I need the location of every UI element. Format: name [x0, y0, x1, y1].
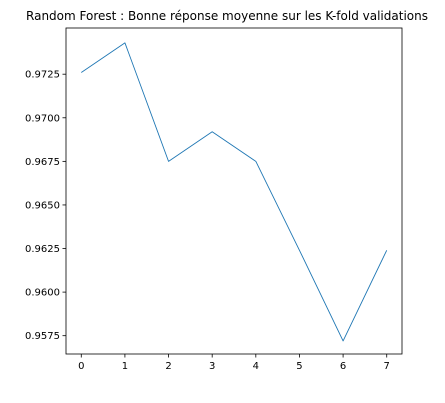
- x-tick-label: 0: [78, 361, 84, 372]
- y-axis: 0.9575 0.9600 0.9625 0.9650 0.9675 0.9700 0.97…: [25, 70, 66, 342]
- y-tick-label: 0.9675: [25, 157, 60, 168]
- series-layer: [81, 43, 386, 341]
- x-tick-label: 2: [165, 361, 171, 372]
- y-tick-label: 0.9650: [25, 200, 60, 211]
- x-tick-label: 6: [340, 361, 346, 372]
- x-axis: 0 1 2 3 4 5 6 7: [78, 354, 390, 372]
- y-tick-label: 0.9700: [25, 113, 60, 124]
- x-tick-label: 7: [384, 361, 390, 372]
- y-tick-label: 0.9725: [25, 70, 60, 81]
- y-tick-label: 0.9575: [25, 331, 60, 342]
- x-tick-label: 3: [209, 361, 215, 372]
- x-tick-label: 1: [122, 361, 128, 372]
- plot-area-frame: [66, 28, 402, 354]
- x-tick-label: 4: [253, 361, 259, 372]
- chart-title: Random Forest : Bonne réponse moyenne su…: [26, 9, 428, 23]
- series-line-0: [81, 43, 386, 341]
- y-tick-label: 0.9625: [25, 244, 60, 255]
- y-tick-label: 0.9600: [25, 288, 60, 299]
- x-tick-label: 5: [296, 361, 302, 372]
